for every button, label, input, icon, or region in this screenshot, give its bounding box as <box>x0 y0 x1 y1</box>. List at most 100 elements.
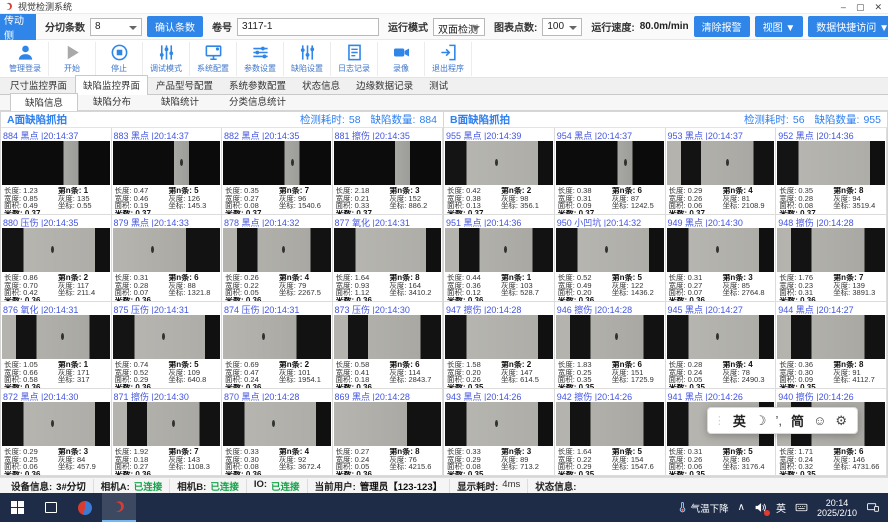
defect-cell[interactable]: 943 黑点 |20:14:26 长度: 0.33 宽度: 0.29 面积: 0.08… <box>444 389 555 476</box>
meter-value: 米数: 0.36 <box>335 383 372 389</box>
ime-drag-handle[interactable]: ⋮ <box>713 415 725 427</box>
defect-cell[interactable]: 949 黑点 |20:14:30 长度: 0.31 宽度: 0.27 面积: 0.07… <box>665 215 777 302</box>
view-menu-button[interactable]: 视图 ▼ <box>754 16 804 37</box>
width-value: 宽度: 0.29 <box>447 455 481 464</box>
start-menu-button[interactable] <box>0 493 34 522</box>
action-stop-button[interactable]: 停止 <box>96 41 143 76</box>
defect-image <box>112 402 220 446</box>
defect-cell[interactable]: 950 小凹坑 |20:14:32 长度: 0.52 宽度: 0.49 面积: 0.2… <box>554 215 666 302</box>
tab-sub-3[interactable]: 分类信息统计 <box>229 97 287 108</box>
tab-main-5[interactable]: 边缘数据记录 <box>356 81 414 92</box>
length-value: 长度: 1.83 <box>557 361 592 369</box>
tab-sub-0[interactable]: 缺陷信息 <box>10 93 79 111</box>
tab-main-1[interactable]: 缺陷监控界面 <box>75 75 149 95</box>
defect-cell[interactable]: 881 擦伤 |20:14:35 长度: 2.18 宽度: 0.21 面积: 0.33… <box>332 128 443 215</box>
defect-info-right: 第n条: 4 灰度: 78 坐标: 2490.3 <box>722 361 772 388</box>
defect-cell[interactable]: 953 黑点 |20:14:37 长度: 0.29 宽度: 0.26 面积: 0.06… <box>665 128 777 215</box>
ime-item-0[interactable]: 英 <box>732 414 746 429</box>
defect-cell[interactable]: 879 黑点 |20:14:33 长度: 0.31 宽度: 0.28 面积: 0.07… <box>111 215 222 302</box>
weather-tray-item[interactable]: 气温下降 <box>677 501 729 515</box>
action-play-button[interactable]: 开始 <box>49 41 96 76</box>
ime-item-1[interactable]: ☽ <box>754 412 767 428</box>
volume-tray-button[interactable] <box>754 501 770 516</box>
tab-main-6[interactable]: 测试 <box>429 81 449 92</box>
taskbar-app-2-active[interactable] <box>102 493 136 522</box>
action-exit-button[interactable]: 退出程序 <box>425 41 472 76</box>
defect-cell[interactable]: 952 黑点 |20:14:36 长度: 0.35 宽度: 0.28 面积: 0.08… <box>776 128 887 215</box>
defect-cell[interactable]: 942 擦伤 |20:14:26 长度: 1.64 宽度: 0.22 面积: 0.29… <box>554 389 666 476</box>
tab-main-2[interactable]: 产品型号配置 <box>156 81 214 92</box>
defect-cell[interactable]: 948 擦伤 |20:14:28 长度: 1.76 宽度: 0.23 面积: 0.31… <box>776 215 887 302</box>
defect-spot <box>51 245 55 253</box>
clear-alarm-button[interactable]: 清除报警 <box>693 16 750 37</box>
defect-cell[interactable]: 947 擦伤 |20:14:28 长度: 1.58 宽度: 0.20 面积: 0.26… <box>444 302 555 389</box>
action-person-button[interactable]: 管理登录 <box>2 41 49 76</box>
action-equalizer-button[interactable]: 缺陷设置 <box>284 41 331 76</box>
ime-item-3[interactable]: 简 <box>791 414 805 429</box>
tab-main-3[interactable]: 系统参数配置 <box>229 81 287 92</box>
ime-keyboard-icon[interactable] <box>795 501 808 514</box>
defect-cell[interactable]: 954 黑点 |20:14:37 长度: 0.38 宽度: 0.31 面积: 0.09… <box>554 128 666 215</box>
length-value: 长度: 1.76 <box>779 274 814 282</box>
action-log-button[interactable]: 日志记录 <box>331 41 378 76</box>
tray-device-icon[interactable] <box>866 501 880 514</box>
defect-info: 长度: 0.26 宽度: 0.22 面积: 0.05 米数: 0.36 第n条: 4 灰度… <box>222 272 332 301</box>
defect-cell[interactable]: 945 黑点 |20:14:27 长度: 0.28 宽度: 0.24 面积: 0.05… <box>665 302 777 389</box>
defect-cell[interactable]: 876 氧化 |20:14:31 长度: 1.05 宽度: 0.66 面积: 0.58… <box>1 302 112 389</box>
roll-number-input[interactable] <box>237 17 379 36</box>
defect-cell[interactable]: 871 擦伤 |20:14:30 长度: 1.92 宽度: 0.18 面积: 0.27… <box>111 389 222 476</box>
data-shortcut-menu-button[interactable]: 数据快捷访问 ▼ <box>808 16 888 37</box>
ime-item-4[interactable]: ☺ <box>813 413 827 428</box>
drive-side-button[interactable]: 传动侧 <box>0 13 36 42</box>
defect-cell[interactable]: 883 黑点 |20:14:37 长度: 0.47 宽度: 0.46 面积: 0.19… <box>111 128 222 215</box>
tray-expand-button[interactable]: ∧ <box>737 502 745 513</box>
taskbar-app-1[interactable] <box>68 493 102 522</box>
defect-cell[interactable]: 877 氧化 |20:14:31 长度: 1.64 宽度: 0.93 面积: 1.12… <box>332 215 443 302</box>
language-indicator[interactable]: 英 <box>775 504 786 515</box>
maximize-button[interactable]: ▢ <box>855 1 865 12</box>
tab-main-0[interactable]: 尺寸监控界面 <box>10 81 68 92</box>
defect-cell[interactable]: 880 压伤 |20:14:35 长度: 0.86 宽度: 0.70 面积: 0.42… <box>1 215 112 302</box>
speed-label: 运行速度: <box>591 23 635 34</box>
defect-cell[interactable]: 875 压伤 |20:14:31 长度: 0.74 宽度: 0.52 面积: 0.29… <box>111 302 222 389</box>
defect-image <box>777 141 885 185</box>
action-sliders-button[interactable]: 参数设置 <box>237 41 284 76</box>
defect-cell[interactable]: 946 擦伤 |20:14:28 长度: 1.83 宽度: 0.25 面积: 0.35… <box>554 302 666 389</box>
meter-value: 米数: 0.36 <box>4 296 41 302</box>
defect-cell[interactable]: 878 黑点 |20:14:32 长度: 0.26 宽度: 0.22 面积: 0.05… <box>222 215 333 302</box>
defect-cell[interactable]: 951 黑点 |20:14:36 长度: 0.44 宽度: 0.36 面积: 0.12… <box>444 215 555 302</box>
defect-info-left: 长度: 0.26 宽度: 0.22 面积: 0.05 米数: 0.36 <box>225 274 279 301</box>
defect-info-left: 长度: 0.27 宽度: 0.24 面积: 0.05 米数: 0.36 <box>336 448 390 475</box>
defect-cell-header: 877 氧化 |20:14:31 <box>334 218 410 227</box>
gray-value: 灰度: 96 <box>278 194 307 203</box>
run-mode-select[interactable]: 双面检测 <box>433 17 485 36</box>
action-tune-button[interactable]: 调试模式 <box>143 41 190 76</box>
defect-cell[interactable]: 884 黑点 |20:14:37 长度: 1.23 宽度: 0.85 面积: 0.49… <box>1 128 112 215</box>
slit-count-select[interactable]: 8 <box>90 17 142 36</box>
chart-points-select[interactable]: 100 <box>542 17 583 36</box>
minimize-button[interactable]: – <box>840 1 846 12</box>
action-camera-button[interactable]: 录像 <box>378 41 425 76</box>
defect-cell[interactable]: 944 黑点 |20:14:27 长度: 0.36 宽度: 0.30 面积: 0.09… <box>776 302 887 389</box>
status-value: 已连接 <box>210 481 239 493</box>
tab-sub-2[interactable]: 缺陷统计 <box>161 97 200 108</box>
task-view-button[interactable] <box>34 493 68 522</box>
defect-cell[interactable]: 869 黑点 |20:14:28 长度: 0.27 宽度: 0.24 面积: 0.05… <box>332 389 443 476</box>
action-monitor-button[interactable]: 系统配置 <box>190 41 237 76</box>
panel-title: A面缺陷抓拍 <box>7 114 68 126</box>
close-button[interactable]: ✕ <box>874 1 882 12</box>
defect-cell[interactable]: 872 黑点 |20:14:30 长度: 0.29 宽度: 0.25 面积: 0.06… <box>1 389 112 476</box>
tab-main-4[interactable]: 状态信息 <box>302 81 341 92</box>
tab-sub-1[interactable]: 缺陷分布 <box>93 97 132 108</box>
defect-cell[interactable]: 873 压伤 |20:14:30 长度: 0.58 宽度: 0.41 面积: 0.18… <box>332 302 443 389</box>
meter-value: 米数: 0.36 <box>335 296 372 302</box>
defect-cell[interactable]: 882 黑点 |20:14:35 长度: 0.35 宽度: 0.27 面积: 0.08… <box>222 128 333 215</box>
clock[interactable]: 20:14 2025/2/10 <box>817 498 857 518</box>
confirm-count-button[interactable]: 确认条数 <box>147 16 203 37</box>
defect-cell[interactable]: 955 黑点 |20:14:39 长度: 0.42 宽度: 0.38 面积: 0.13… <box>444 128 555 215</box>
action-label: 日志记录 <box>338 64 370 73</box>
ime-item-5[interactable]: ⚙ <box>835 412 847 428</box>
ime-item-2[interactable]: ’, <box>775 413 783 428</box>
defect-cell[interactable]: 870 黑点 |20:14:28 长度: 0.33 宽度: 0.30 面积: 0.08… <box>222 389 333 476</box>
defect-cell[interactable]: 874 压伤 |20:14:31 长度: 0.69 宽度: 0.47 面积: 0.24… <box>222 302 333 389</box>
